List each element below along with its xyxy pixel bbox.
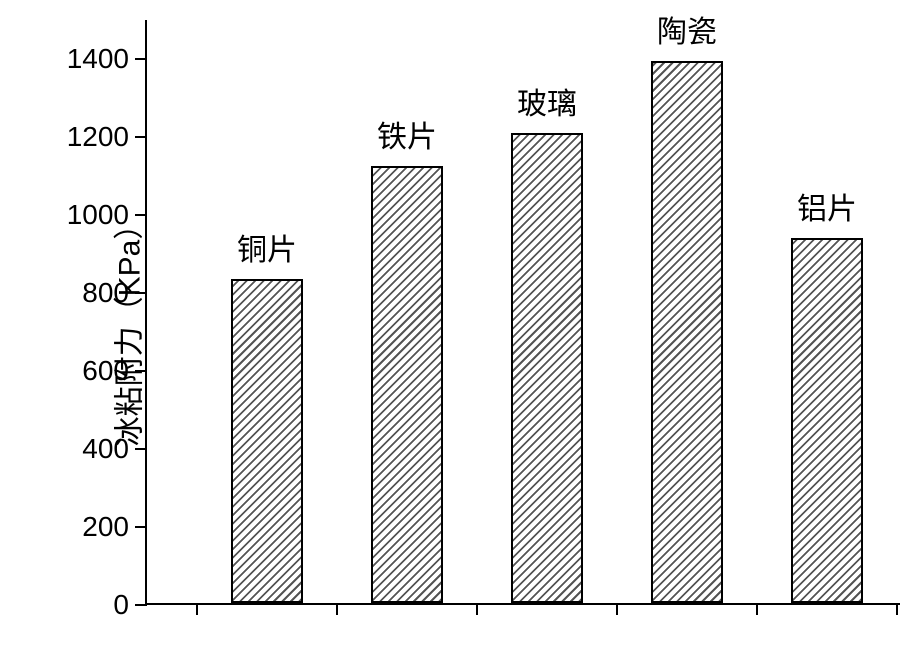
y-tick: [135, 214, 147, 217]
bar-2: [511, 133, 583, 603]
x-tick: [476, 603, 479, 615]
bar-3: [651, 61, 723, 603]
x-tick: [336, 603, 339, 615]
bar-label-1: 铁片: [377, 112, 437, 156]
y-tick-label: 200: [82, 511, 129, 543]
bar-label-2: 玻璃: [517, 79, 577, 123]
y-tick: [135, 58, 147, 61]
y-tick-label: 1000: [67, 199, 129, 231]
bar-label-4: 铝片: [797, 184, 857, 228]
y-tick: [135, 292, 147, 295]
y-tick-label: 800: [82, 277, 129, 309]
bar-0: [231, 279, 303, 603]
y-tick: [135, 448, 147, 451]
y-tick: [135, 604, 147, 607]
x-tick: [616, 603, 619, 615]
x-tick: [756, 603, 759, 615]
y-tick-label: 0: [113, 589, 129, 621]
y-tick-label: 400: [82, 433, 129, 465]
x-tick: [896, 603, 899, 615]
plot-area: 0200400600800100012001400铜片铁片玻璃陶瓷铝片: [145, 20, 900, 605]
y-tick-label: 1400: [67, 43, 129, 75]
bar-label-3: 陶瓷: [657, 7, 717, 51]
ice-adhesion-bar-chart: 冰粘附力（KPa） 0 200 400 600 800 1000 1200 1400 铜片 铁片 玻…: [0, 0, 920, 655]
bar-1: [371, 166, 443, 603]
x-tick: [196, 603, 199, 615]
y-tick: [135, 136, 147, 139]
y-tick: [135, 370, 147, 373]
bar-4: [791, 238, 863, 603]
y-axis-label: 冰粘附力（KPa）: [104, 209, 148, 446]
bar-label-0: 铜片: [237, 225, 297, 269]
y-tick-label: 600: [82, 355, 129, 387]
y-tick-label: 1200: [67, 121, 129, 153]
y-tick: [135, 526, 147, 529]
